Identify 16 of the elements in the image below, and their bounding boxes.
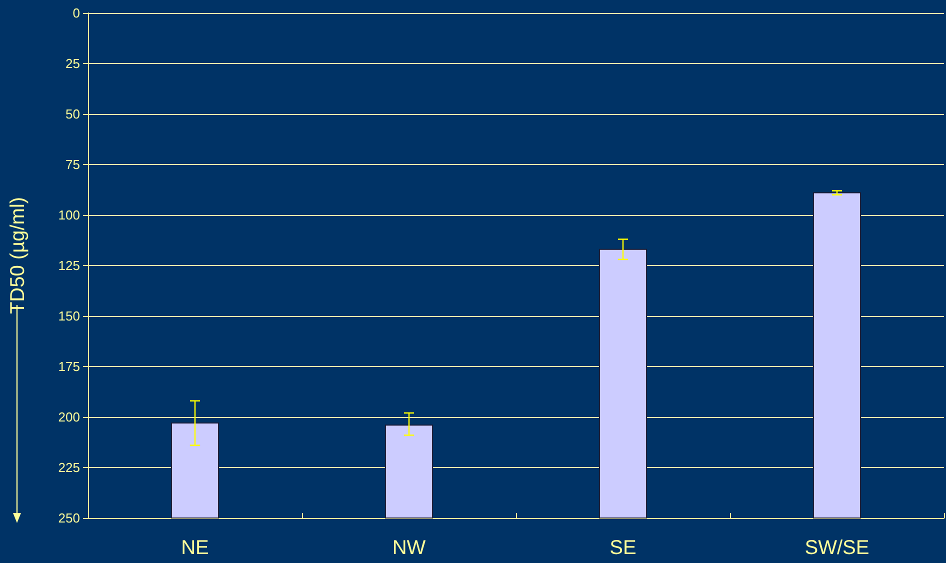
- y-tick-label: 0: [72, 6, 80, 20]
- y-tick-label: 250: [58, 510, 80, 526]
- y-tick-label: 75: [66, 157, 80, 172]
- y-tick-label: 200: [58, 410, 80, 424]
- y-tick-label: 25: [66, 56, 80, 71]
- y-tick-label: 175: [58, 359, 80, 374]
- y-tick-label: 100: [58, 208, 80, 222]
- y-axis-title: TD50 (µg/ml): [7, 196, 29, 314]
- y-tick-label: 225: [58, 460, 80, 475]
- x-tick-label: SE: [610, 537, 636, 559]
- y-tick-label: 50: [66, 106, 80, 122]
- y-tick-label: 150: [58, 308, 80, 324]
- x-tick-label: NE: [181, 537, 209, 559]
- x-tick-label: NW: [392, 537, 426, 559]
- y-tick-label: 125: [58, 258, 80, 273]
- x-tick-label: SW/SE: [804, 537, 870, 559]
